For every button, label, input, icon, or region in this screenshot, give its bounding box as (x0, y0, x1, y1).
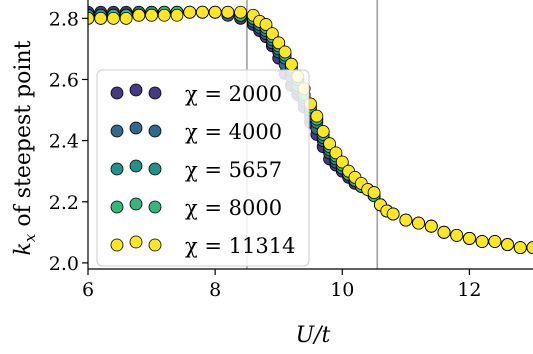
y-tick-label-0: 2.0 (49, 253, 79, 275)
point-s4-43 (488, 235, 502, 248)
legend-marker-2-1 (129, 159, 143, 173)
x-tick-label-2: 10 (330, 279, 354, 301)
point-s4-18 (278, 45, 292, 59)
legend-box (96, 69, 310, 267)
point-s4-6 (157, 8, 171, 22)
point-s4-23 (310, 109, 324, 123)
point-s4-27 (335, 155, 349, 169)
point-s4-1 (94, 11, 108, 25)
y-tick-label-3: 2.6 (49, 69, 79, 91)
point-s4-25 (323, 137, 336, 151)
data-points (88, 5, 533, 255)
legend-marker-3-0 (110, 200, 124, 214)
point-s4-0 (88, 11, 95, 25)
point-s4-44 (501, 238, 514, 251)
legend-marker-0-1 (129, 83, 143, 97)
point-s4-26 (329, 146, 343, 160)
point-s4-5 (145, 8, 158, 22)
legend: χ = 2000 χ = 4000 χ = 5657 χ = 8000 χ = 1131… (96, 69, 310, 267)
legend-marker-4-1 (129, 235, 143, 249)
y-axis-label: kx of steepest point (11, 40, 39, 255)
legend-label-4: χ = 11314 (185, 234, 295, 258)
point-s4-7 (170, 8, 184, 22)
legend-label-2: χ = 5657 (185, 158, 282, 182)
legend-marker-1-1 (129, 121, 143, 135)
legend-label-3: χ = 8000 (185, 196, 282, 220)
point-s4-10 (208, 5, 222, 19)
legend-label-1: χ = 4000 (185, 120, 282, 144)
point-s4-17 (272, 36, 286, 50)
x-axis-label: U/t (296, 323, 331, 348)
legend-marker-3-2 (148, 200, 162, 214)
legend-marker-4-0 (110, 238, 124, 252)
x-tick-label-0: 6 (82, 279, 94, 301)
legend-marker-1-2 (148, 124, 162, 138)
point-s4-45 (513, 241, 527, 255)
point-s4-46 (526, 241, 533, 255)
point-s4-4 (132, 8, 146, 22)
point-s4-41 (463, 232, 476, 245)
y-tick-label-4: 2.8 (49, 8, 79, 30)
legend-marker-2-0 (110, 162, 124, 176)
axes (87, 0, 533, 270)
point-s4-2 (107, 11, 120, 25)
point-s4-32 (367, 186, 381, 199)
point-s4-3 (119, 11, 133, 25)
point-s4-16 (265, 27, 279, 41)
legend-marker-2-2 (148, 162, 162, 176)
legend-marker-1-0 (110, 124, 124, 138)
point-s4-39 (437, 225, 451, 239)
point-s4-9 (196, 5, 209, 19)
svg-text:kx of steepest point: kx of steepest point (11, 40, 39, 255)
legend-label-0: χ = 2000 (185, 82, 282, 106)
point-s4-38 (424, 219, 438, 233)
x-tick-label-3: 12 (457, 279, 481, 301)
point-s4-24 (316, 125, 330, 138)
legend-marker-0-2 (148, 86, 162, 100)
point-s4-15 (259, 18, 273, 31)
y-tick-label-2: 2.4 (49, 131, 79, 153)
legend-marker-3-1 (129, 197, 143, 211)
ticks: 6 8 10 12 2.0 2.2 2.4 2.6 2.8 (49, 8, 482, 301)
point-s4-8 (183, 5, 197, 19)
point-s4-12 (234, 5, 247, 19)
x-tick-label-1: 8 (209, 279, 221, 301)
legend-marker-0-0 (110, 86, 124, 100)
point-s4-11 (221, 5, 235, 19)
point-s4-40 (450, 228, 464, 242)
legend-marker-4-2 (148, 238, 162, 252)
point-s4-37 (412, 216, 425, 230)
point-s4-19 (285, 57, 298, 71)
point-s4-36 (399, 213, 413, 227)
point-s4-35 (386, 207, 400, 221)
point-s4-42 (475, 235, 489, 248)
y-tick-label-1: 2.2 (49, 192, 79, 214)
